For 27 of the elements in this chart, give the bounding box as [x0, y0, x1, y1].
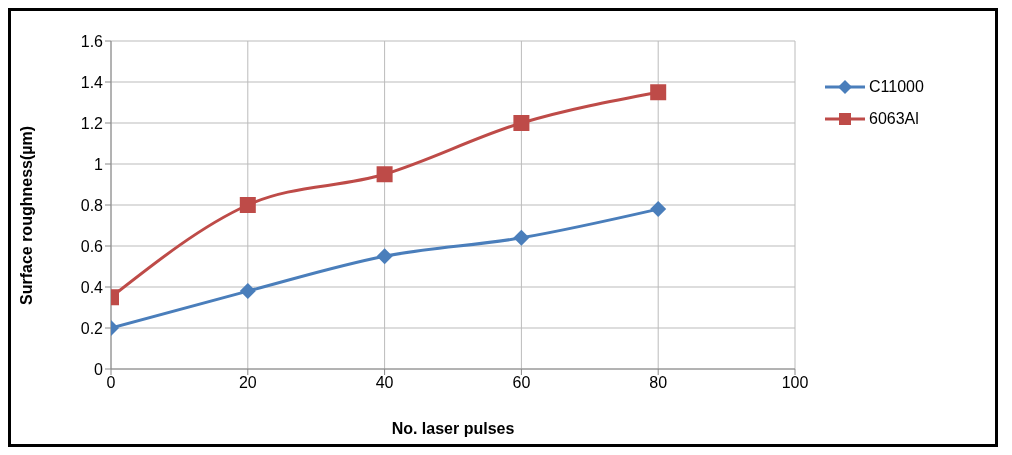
y-tick-label: 0.8: [80, 196, 104, 214]
y-tick-label: 1: [94, 155, 104, 173]
x-tick-label: 20: [238, 374, 257, 392]
legend-label: 6063Al: [869, 110, 919, 128]
point: [376, 166, 393, 183]
point: [513, 229, 530, 246]
x-tick-label: 40: [375, 374, 394, 392]
legend-label: C11000: [869, 78, 924, 96]
point: [239, 197, 256, 213]
x-axis-title: No. laser pulses: [391, 420, 515, 437]
point: [513, 115, 530, 131]
x-tick-label: 60: [512, 374, 531, 392]
y-axis-title: Surface roughness(µm): [17, 125, 35, 305]
point: [239, 283, 256, 300]
x-tick-label: 0: [106, 374, 116, 392]
x-tick-label: 80: [649, 374, 668, 392]
y-tick-label: 0.6: [80, 237, 104, 255]
y-tick-label: 1.4: [80, 73, 104, 91]
y-tick-label: 1.2: [80, 114, 104, 132]
point: [376, 248, 393, 265]
y-tick-label: 0: [94, 360, 104, 378]
x-tick-label: 100: [781, 374, 809, 392]
y-tick-label: 0.4: [80, 278, 104, 296]
point: [650, 201, 667, 218]
y-tick-label: 0.2: [80, 319, 104, 337]
point: [650, 84, 667, 101]
y-tick-label: 1.6: [80, 32, 104, 50]
